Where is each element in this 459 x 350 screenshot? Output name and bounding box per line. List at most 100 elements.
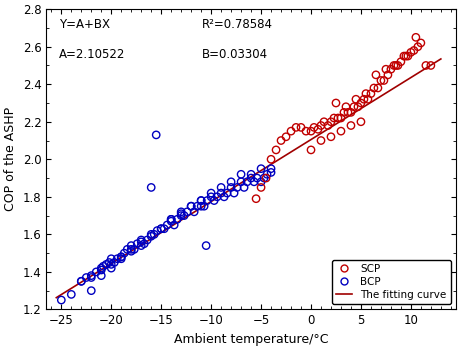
- Point: [336, 115, 344, 121]
- Point: [263, 172, 270, 177]
- Point: [307, 128, 314, 134]
- Point: [130, 246, 138, 252]
- Point: [187, 203, 195, 209]
- Point: [217, 190, 224, 196]
- Point: [233, 185, 240, 190]
- Point: [267, 156, 274, 162]
- Point: [399, 53, 407, 59]
- Point: [421, 63, 429, 68]
- Point: [393, 63, 401, 68]
- Point: [170, 222, 178, 228]
- Point: [157, 226, 164, 231]
- Text: A=2.10522: A=2.10522: [58, 48, 125, 61]
- Point: [359, 97, 367, 102]
- Point: [57, 297, 65, 303]
- Point: [389, 63, 397, 68]
- Point: [237, 172, 244, 177]
- Point: [163, 222, 170, 228]
- Point: [187, 203, 195, 209]
- Point: [197, 198, 204, 203]
- Point: [137, 243, 145, 248]
- Point: [213, 194, 220, 199]
- Point: [87, 288, 95, 293]
- Point: [207, 194, 214, 199]
- Point: [426, 63, 434, 68]
- Point: [307, 147, 314, 153]
- Point: [140, 241, 148, 246]
- Y-axis label: COP of the ASHP: COP of the ASHP: [4, 107, 17, 211]
- Point: [262, 175, 269, 181]
- Point: [250, 179, 257, 184]
- Point: [324, 123, 331, 128]
- Point: [319, 119, 327, 125]
- Point: [150, 232, 157, 237]
- Point: [97, 265, 105, 271]
- Point: [157, 226, 164, 231]
- Point: [413, 44, 420, 49]
- Point: [302, 128, 309, 134]
- Point: [313, 126, 321, 132]
- Point: [341, 104, 349, 110]
- Point: [357, 100, 364, 106]
- Point: [78, 279, 85, 284]
- Point: [243, 179, 250, 184]
- Point: [357, 119, 364, 125]
- Point: [87, 275, 95, 280]
- Point: [177, 211, 185, 217]
- Point: [247, 172, 254, 177]
- Point: [147, 232, 155, 237]
- Point: [220, 194, 227, 199]
- Point: [197, 203, 204, 209]
- Point: [147, 185, 155, 190]
- Point: [127, 248, 134, 254]
- Point: [277, 138, 284, 144]
- Point: [107, 256, 115, 261]
- Point: [153, 228, 161, 233]
- X-axis label: Ambient temperature/°C: Ambient temperature/°C: [174, 333, 328, 346]
- Point: [411, 35, 419, 40]
- Point: [331, 100, 339, 106]
- Point: [376, 78, 384, 83]
- Point: [227, 179, 234, 184]
- Point: [330, 115, 337, 121]
- Point: [92, 269, 100, 275]
- Point: [118, 254, 125, 260]
- Point: [287, 128, 294, 134]
- Point: [292, 125, 299, 130]
- Point: [297, 125, 304, 130]
- Point: [180, 213, 187, 218]
- Point: [267, 170, 274, 175]
- Point: [336, 128, 344, 134]
- Point: [403, 53, 411, 59]
- Point: [137, 239, 145, 245]
- Point: [310, 125, 317, 130]
- Point: [374, 85, 381, 91]
- Point: [127, 246, 134, 252]
- Point: [362, 91, 369, 96]
- Point: [340, 110, 347, 115]
- Point: [260, 175, 267, 181]
- Point: [102, 261, 110, 267]
- Point: [416, 40, 424, 46]
- Point: [167, 218, 174, 224]
- Point: [127, 243, 134, 248]
- Point: [147, 233, 155, 239]
- Point: [118, 254, 125, 260]
- Point: [381, 66, 389, 72]
- Point: [257, 179, 264, 184]
- Point: [240, 185, 247, 190]
- Point: [409, 48, 417, 53]
- Point: [327, 134, 334, 140]
- Point: [282, 134, 289, 140]
- Point: [106, 260, 113, 265]
- Point: [317, 138, 324, 144]
- Point: [177, 209, 185, 215]
- Point: [83, 275, 90, 280]
- Point: [406, 50, 414, 55]
- Point: [193, 203, 201, 209]
- Point: [113, 256, 121, 261]
- Point: [392, 63, 399, 68]
- Point: [349, 104, 357, 110]
- Text: Y=A+BX: Y=A+BX: [58, 18, 109, 31]
- Point: [227, 185, 234, 190]
